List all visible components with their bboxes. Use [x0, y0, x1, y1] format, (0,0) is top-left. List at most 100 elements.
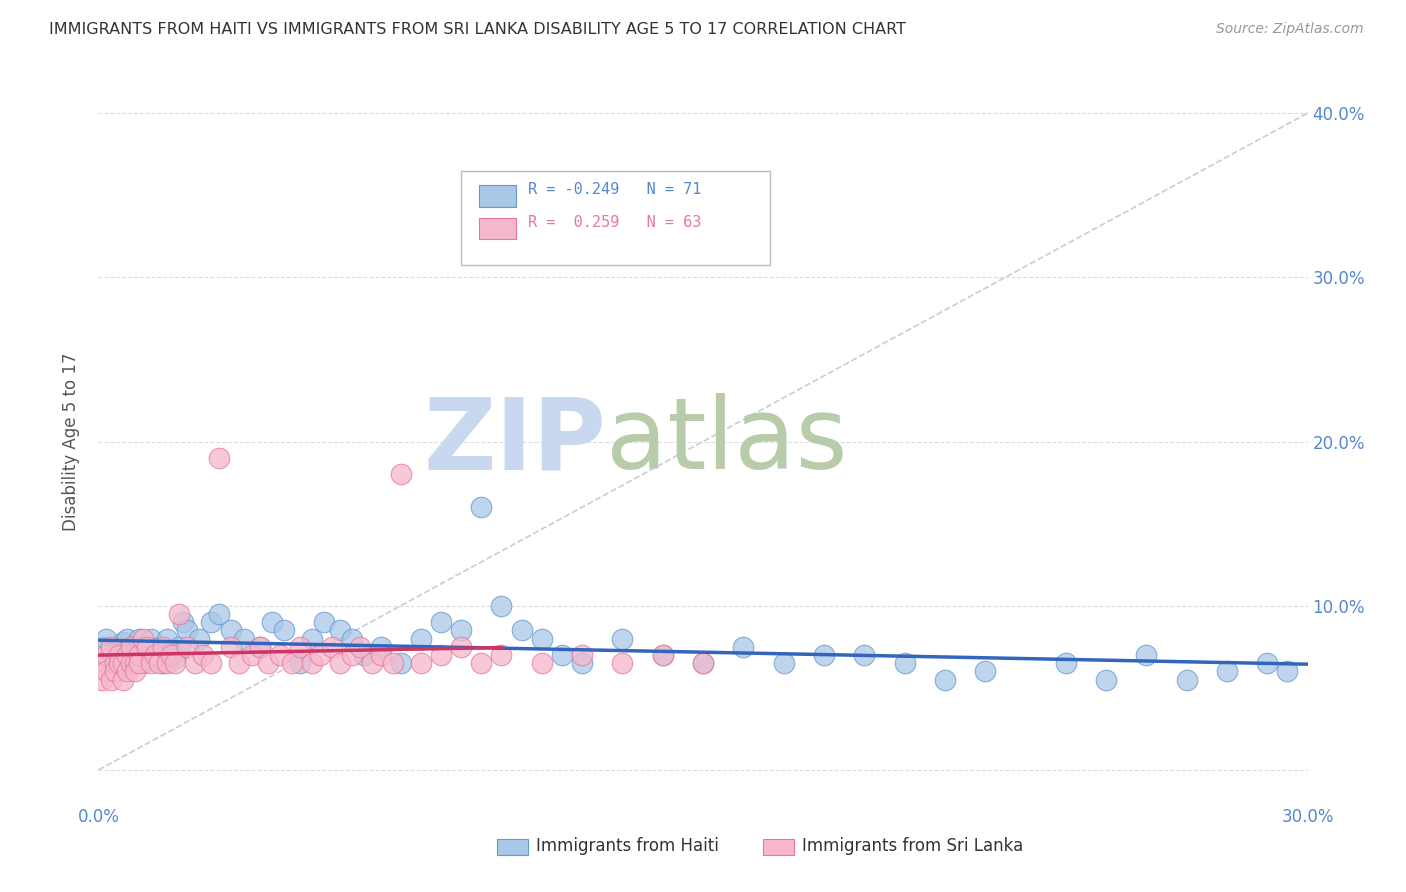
Point	[91, 640, 114, 654]
Point	[692, 657, 714, 671]
Point	[193, 648, 215, 662]
Point	[111, 635, 134, 649]
Point	[1175, 673, 1198, 687]
Point	[103, 651, 125, 665]
Point	[100, 673, 122, 687]
Point	[491, 648, 513, 662]
Point	[249, 640, 271, 654]
Point	[853, 648, 876, 662]
Point	[1135, 648, 1157, 662]
Point	[389, 657, 412, 671]
Point	[152, 657, 174, 671]
Point	[430, 648, 453, 662]
Point	[100, 640, 122, 654]
Point	[370, 640, 392, 654]
Point	[107, 657, 129, 671]
Point	[221, 624, 243, 638]
Point	[107, 648, 129, 662]
Y-axis label: Disability Age 5 to 17: Disability Age 5 to 17	[62, 352, 80, 531]
Bar	[763, 838, 794, 855]
Point	[389, 467, 412, 482]
Point	[120, 657, 142, 671]
Text: Immigrants from Haiti: Immigrants from Haiti	[536, 838, 718, 855]
Text: IMMIGRANTS FROM HAITI VS IMMIGRANTS FROM SRI LANKA DISABILITY AGE 5 TO 17 CORREL: IMMIGRANTS FROM HAITI VS IMMIGRANTS FROM…	[49, 22, 907, 37]
Point	[152, 640, 174, 654]
Point	[115, 648, 138, 662]
Point	[200, 615, 222, 630]
Point	[470, 657, 492, 671]
Point	[1095, 673, 1118, 687]
Point	[893, 657, 915, 671]
Point	[269, 648, 291, 662]
Point	[288, 640, 311, 654]
Point	[651, 648, 673, 662]
Point	[135, 640, 157, 654]
Point	[370, 648, 392, 662]
Point	[111, 673, 134, 687]
Point	[530, 657, 553, 671]
Point	[571, 648, 593, 662]
Point	[120, 640, 142, 654]
Point	[143, 648, 166, 662]
Point	[128, 648, 150, 662]
Point	[124, 665, 146, 679]
Point	[381, 657, 404, 671]
Point	[692, 657, 714, 671]
Point	[349, 640, 371, 654]
Point	[96, 632, 118, 646]
Point	[115, 665, 138, 679]
Text: atlas: atlas	[606, 393, 848, 490]
Point	[120, 657, 142, 671]
Point	[240, 648, 263, 662]
Text: R =  0.259   N = 63: R = 0.259 N = 63	[527, 215, 702, 230]
Point	[111, 657, 134, 671]
Point	[156, 657, 179, 671]
Point	[107, 657, 129, 671]
Point	[128, 648, 150, 662]
Point	[361, 657, 384, 671]
Point	[200, 657, 222, 671]
Point	[510, 624, 533, 638]
Point	[139, 657, 162, 671]
Point	[124, 645, 146, 659]
Point	[551, 648, 574, 662]
Point	[148, 640, 170, 654]
Point	[260, 615, 283, 630]
Point	[107, 640, 129, 654]
Bar	[479, 218, 516, 239]
Point	[228, 657, 250, 671]
Point	[221, 640, 243, 654]
Text: Immigrants from Sri Lanka: Immigrants from Sri Lanka	[803, 838, 1024, 855]
Point	[100, 645, 122, 659]
Point	[91, 657, 114, 671]
Point	[314, 615, 336, 630]
Point	[172, 615, 194, 630]
Point	[160, 645, 183, 659]
Point	[96, 665, 118, 679]
Point	[176, 640, 198, 654]
Point	[148, 657, 170, 671]
Bar	[479, 185, 516, 207]
Point	[530, 632, 553, 646]
Point	[288, 657, 311, 671]
Point	[103, 657, 125, 671]
Point	[143, 648, 166, 662]
Point	[273, 624, 295, 638]
Point	[281, 657, 304, 671]
Point	[1216, 665, 1239, 679]
Point	[115, 632, 138, 646]
Point	[128, 657, 150, 671]
Point	[232, 632, 254, 646]
Point	[571, 657, 593, 671]
Point	[974, 665, 997, 679]
Point	[329, 624, 352, 638]
Point	[450, 624, 472, 638]
Point	[139, 632, 162, 646]
Point	[96, 648, 118, 662]
Point	[491, 599, 513, 613]
Text: R = -0.249   N = 71: R = -0.249 N = 71	[527, 183, 702, 197]
Point	[156, 632, 179, 646]
Point	[163, 657, 186, 671]
Point	[160, 648, 183, 662]
Point	[321, 640, 343, 654]
